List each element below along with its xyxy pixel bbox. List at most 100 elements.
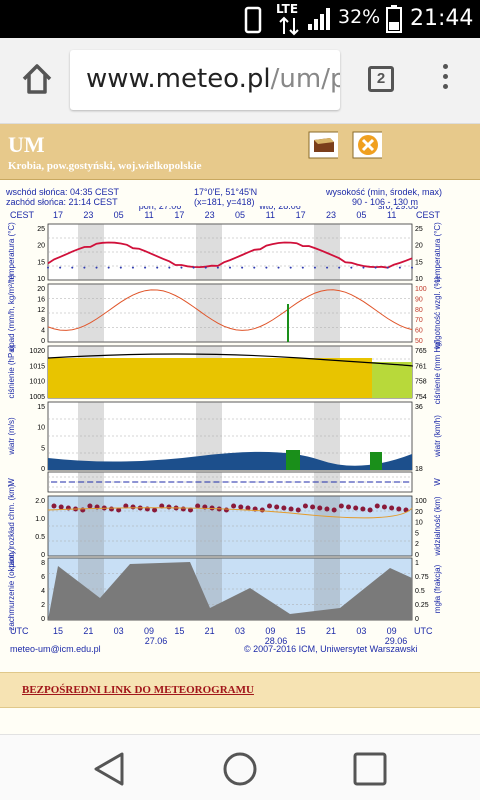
bottom-hour-label: 03 <box>114 626 124 636</box>
cloud-base-point <box>144 506 150 512</box>
cloud-base-point <box>123 503 129 509</box>
copyright: © 2007-2016 ICM, Uniwersytet Warszawski <box>244 644 418 654</box>
top-hour-label: 23 <box>83 210 93 220</box>
dewpoint-point <box>362 266 365 269</box>
dewpoint-point <box>265 266 268 269</box>
clock: 21:44 <box>410 6 474 31</box>
bottom-hour-label: 03 <box>356 626 366 636</box>
tab-switcher-button[interactable]: 2 <box>368 66 394 92</box>
dewpoint-point <box>47 266 49 269</box>
cloud-base-point <box>281 505 287 511</box>
page-content: UM Krobia, pow.gostyński, woj.wielkopols… <box>0 124 480 734</box>
battery-percent: 32% <box>338 6 381 28</box>
back-icon[interactable] <box>92 751 126 787</box>
left-tick: 0 <box>41 466 45 473</box>
dewpoint-point <box>95 266 98 269</box>
menu-button[interactable] <box>440 64 450 98</box>
left-tick: 1.0 <box>35 516 45 523</box>
cloud-base-point <box>324 506 330 512</box>
cloud-base-point <box>317 505 323 511</box>
night-shade <box>314 402 340 470</box>
visibility-line <box>47 507 413 519</box>
right-tick: 2 <box>415 541 419 548</box>
left-tick: 1010 <box>29 379 45 386</box>
top-hour-label: 05 <box>235 210 245 220</box>
right-tick: 758 <box>415 379 427 386</box>
close-icon[interactable] <box>352 130 382 160</box>
cloud-base-point <box>180 506 186 512</box>
cloud-base-point <box>108 506 114 512</box>
dewpoint-point <box>411 266 413 269</box>
left-tick: 16 <box>37 296 45 303</box>
elevation-values: 90 - 106 - 130 m <box>352 197 419 207</box>
top-hour-label: 17 <box>296 210 306 220</box>
coordinates: 17°0'E, 51°45'N <box>194 187 258 197</box>
bottom-hour-label: 09 <box>387 626 397 636</box>
right-tick: 25 <box>415 226 423 233</box>
browser-toolbar: www.meteo.pl/um/p 2 <box>0 38 480 124</box>
dewpoint-point <box>192 266 195 269</box>
bottom-day-label: 27.06 <box>145 636 168 646</box>
right-axis-label: wiatr (km/h) <box>433 415 442 458</box>
home-icon[interactable] <box>20 62 54 96</box>
battery-icon <box>386 5 402 33</box>
top-hour-label: 05 <box>356 210 366 220</box>
top-hour-label: 05 <box>114 210 124 220</box>
cloud-base-point <box>87 503 93 509</box>
right-tick: 70 <box>415 317 423 324</box>
bottom-hour-label: 03 <box>235 626 245 636</box>
right-axis-label: mgła (frakcja) <box>433 564 442 613</box>
left-tick: 1020 <box>29 348 45 355</box>
home-nav-icon[interactable] <box>222 751 258 787</box>
left-tick: 12 <box>37 307 45 314</box>
right-tick: 100 <box>415 286 427 293</box>
bottom-hour-label: 21 <box>326 626 336 636</box>
right-tick: 20 <box>415 243 423 250</box>
dewpoint-point <box>301 266 304 269</box>
cloud-base-point <box>195 503 201 509</box>
left-axis-label: opad (mm/h, kg/m²/h) <box>7 274 16 351</box>
cloud-base-point <box>166 504 172 510</box>
panel-4 <box>47 471 413 493</box>
sunrise: wschód słońca: 04:35 CEST <box>6 187 120 197</box>
elevation-label: wysokość (min, środek, max) <box>326 187 443 197</box>
address-bar[interactable]: www.meteo.pl/um/p <box>70 50 340 110</box>
right-tick: 0.5 <box>415 588 425 595</box>
top-day-label: pon, 27.06 <box>139 206 182 211</box>
panel-1 <box>47 283 413 343</box>
save-icon[interactable] <box>308 130 338 160</box>
cloud-base-point <box>58 504 64 510</box>
dewpoint-point <box>241 266 244 269</box>
recents-icon[interactable] <box>352 751 388 787</box>
dewpoint-point <box>229 266 231 269</box>
top-day-label: śro, 29.06 <box>378 206 418 211</box>
cloud-base-point <box>130 504 136 510</box>
right-axis-label: ciśnienie (mm Hg) <box>433 339 442 404</box>
right-axis-label: wilgotność wzgl. (%) <box>433 276 442 350</box>
direct-link[interactable]: BEZPOŚREDNI LINK DO METEOROGRAMU <box>22 684 254 696</box>
cloud-base-point <box>389 505 395 511</box>
cloud-base-point <box>267 503 273 509</box>
left-tick: 2.0 <box>35 498 45 505</box>
bottom-hour-label: 09 <box>144 626 154 636</box>
right-tick: 765 <box>415 348 427 355</box>
grid-point: (x=181, y=418) <box>194 197 255 207</box>
cloud-base-point <box>295 507 301 513</box>
bottom-hour-label: 15 <box>53 626 63 636</box>
right-tick: 754 <box>415 394 427 401</box>
left-tick: 8 <box>41 317 45 324</box>
contact-email[interactable]: meteo-um@icm.edu.pl <box>10 644 101 654</box>
network-type: LTE <box>276 2 299 16</box>
cloud-base-point <box>259 507 265 513</box>
left-tick: 25 <box>37 226 45 233</box>
dewpoint-point <box>277 266 280 269</box>
phone-icon <box>244 6 262 34</box>
cloud-base-point <box>288 506 294 512</box>
left-tick: 0.5 <box>35 534 45 541</box>
dewpoint-point <box>216 266 219 269</box>
dewpoint-point <box>253 266 256 269</box>
timezone-top-label: CEST <box>10 210 35 220</box>
left-tick: 15 <box>37 404 45 411</box>
left-tick: 20 <box>37 243 45 250</box>
cloud-base-point <box>274 504 280 510</box>
